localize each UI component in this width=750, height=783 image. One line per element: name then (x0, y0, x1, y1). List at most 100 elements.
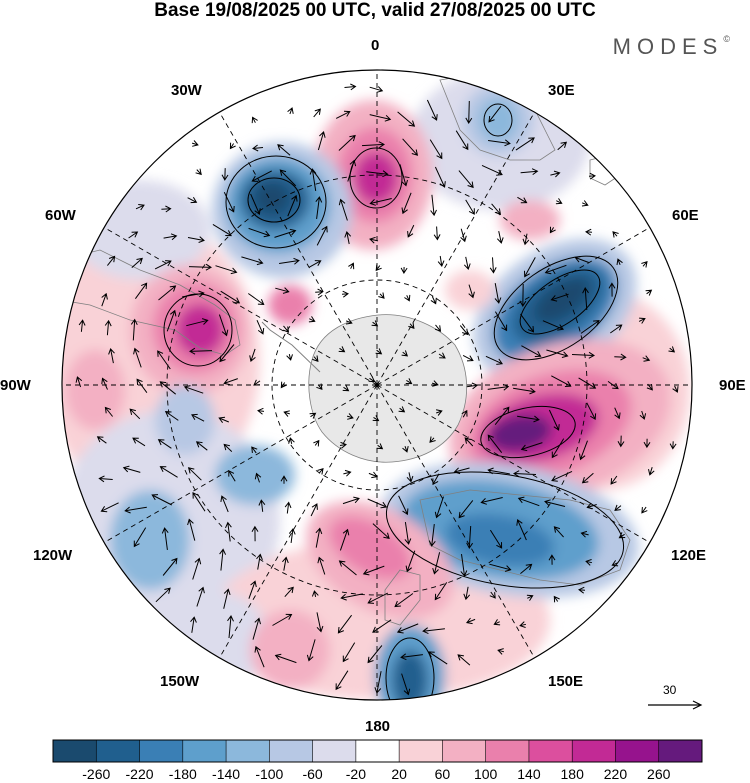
wind-arrow (338, 346, 346, 353)
meridian-line (103, 227, 378, 386)
wind-arrow (229, 142, 236, 150)
wind-arrow (100, 502, 119, 513)
wind-arrow (274, 653, 297, 664)
wind-arrow (315, 288, 324, 296)
wind-arrow (394, 593, 414, 608)
wind-arrow (317, 131, 326, 151)
wind-arrow (372, 415, 380, 422)
wind-arrow (227, 615, 234, 639)
wind-arrow (610, 475, 618, 485)
wind-arrow (372, 619, 392, 633)
wind-arrow (309, 412, 317, 419)
wind-arrow (461, 409, 468, 418)
wind-arrow (375, 264, 382, 272)
wind-arrow (513, 387, 536, 395)
lon-label-90e: 90E (719, 377, 746, 394)
wind-arrow (465, 617, 476, 625)
wind-arrow (551, 438, 565, 459)
colorbar-swatch (658, 740, 703, 762)
wind-arrow (130, 318, 138, 341)
wind-arrow (212, 223, 232, 237)
wind-arrow (248, 227, 271, 238)
wind-arrow (133, 527, 147, 548)
anomaly-60w-core (176, 304, 224, 356)
wind-arrow (288, 437, 295, 445)
wind-arrow (225, 521, 232, 542)
meridian-line (219, 111, 378, 386)
anomaly-110w-blue (110, 490, 190, 590)
wind-arrow (555, 198, 563, 205)
wind-arrow (641, 260, 648, 268)
wind-arrow (280, 475, 288, 484)
wind-arrow (429, 139, 443, 160)
wind-arrow (438, 352, 446, 359)
lon-label-30e: 30E (548, 82, 575, 99)
wind-arrow (158, 285, 177, 301)
wind-arrow (132, 437, 146, 447)
wind-arrow (338, 560, 357, 576)
wind-arrow (279, 169, 297, 187)
wind-arrow (192, 491, 206, 512)
wind-arrow (520, 168, 539, 176)
wind-arrow (427, 651, 448, 665)
wind-arrow (335, 670, 349, 691)
wind-vectors (75, 83, 679, 696)
wind-arrow (196, 586, 205, 607)
wind-arrow (195, 441, 208, 451)
wind-arrow (466, 525, 474, 549)
wind-arrow (544, 499, 566, 507)
wind-arrow (316, 225, 328, 246)
wind-arrow (274, 228, 297, 238)
wind-arrow (250, 193, 261, 215)
contour-100e (480, 405, 576, 459)
wind-arrow (122, 465, 141, 473)
wind-arrow (521, 345, 542, 357)
wind-arrow (639, 410, 647, 420)
wind-arrow (134, 282, 148, 299)
wind-arrow (398, 406, 406, 413)
wind-arrow (306, 639, 316, 662)
wind-arrow (426, 99, 438, 121)
wind-arrow (101, 292, 108, 307)
anomaly-140e-core (445, 513, 555, 567)
wind-arrow (453, 467, 470, 475)
wind-arrow (668, 346, 676, 353)
lon-label-30w: 30W (171, 82, 202, 99)
wind-arrow (342, 642, 356, 663)
modes-logo: MODES© (613, 34, 730, 60)
contour-0deg (349, 147, 403, 209)
wind-arrow (646, 383, 653, 391)
wind-arrow (465, 199, 475, 215)
wind-arrow (228, 469, 236, 482)
wind-arrow (429, 436, 436, 443)
wind-arrow (135, 204, 145, 211)
wind-arrow (581, 200, 589, 207)
colorbar-label: 260 (647, 766, 671, 782)
wind-arrow (362, 565, 385, 576)
wind-arrow (580, 530, 589, 538)
wind-arrow (374, 671, 382, 694)
australia-coast (419, 489, 631, 586)
wind-arrow (195, 168, 202, 176)
wind-arrow (367, 498, 388, 509)
wind-arrow (251, 170, 272, 182)
wind-arrow (643, 438, 651, 449)
wind-arrow (494, 406, 510, 426)
lon-label-120e: 120E (671, 547, 707, 564)
colorbar (52, 739, 703, 763)
wind-arrow (161, 527, 169, 550)
colorbar-swatch (96, 740, 141, 762)
wind-arrow (520, 563, 533, 574)
wind-arrow (369, 114, 392, 122)
wind-arrow (496, 230, 504, 244)
wind-arrow (107, 255, 116, 266)
wind-arrow (611, 560, 619, 567)
wind-arrow (553, 526, 564, 538)
wind-arrow (183, 385, 204, 394)
wind-arrow (618, 532, 626, 539)
wind-arrow (284, 586, 294, 598)
wind-arrow (254, 645, 265, 668)
wind-arrow (253, 379, 261, 386)
wind-arrow (586, 402, 597, 421)
wind-arrow (223, 378, 238, 386)
